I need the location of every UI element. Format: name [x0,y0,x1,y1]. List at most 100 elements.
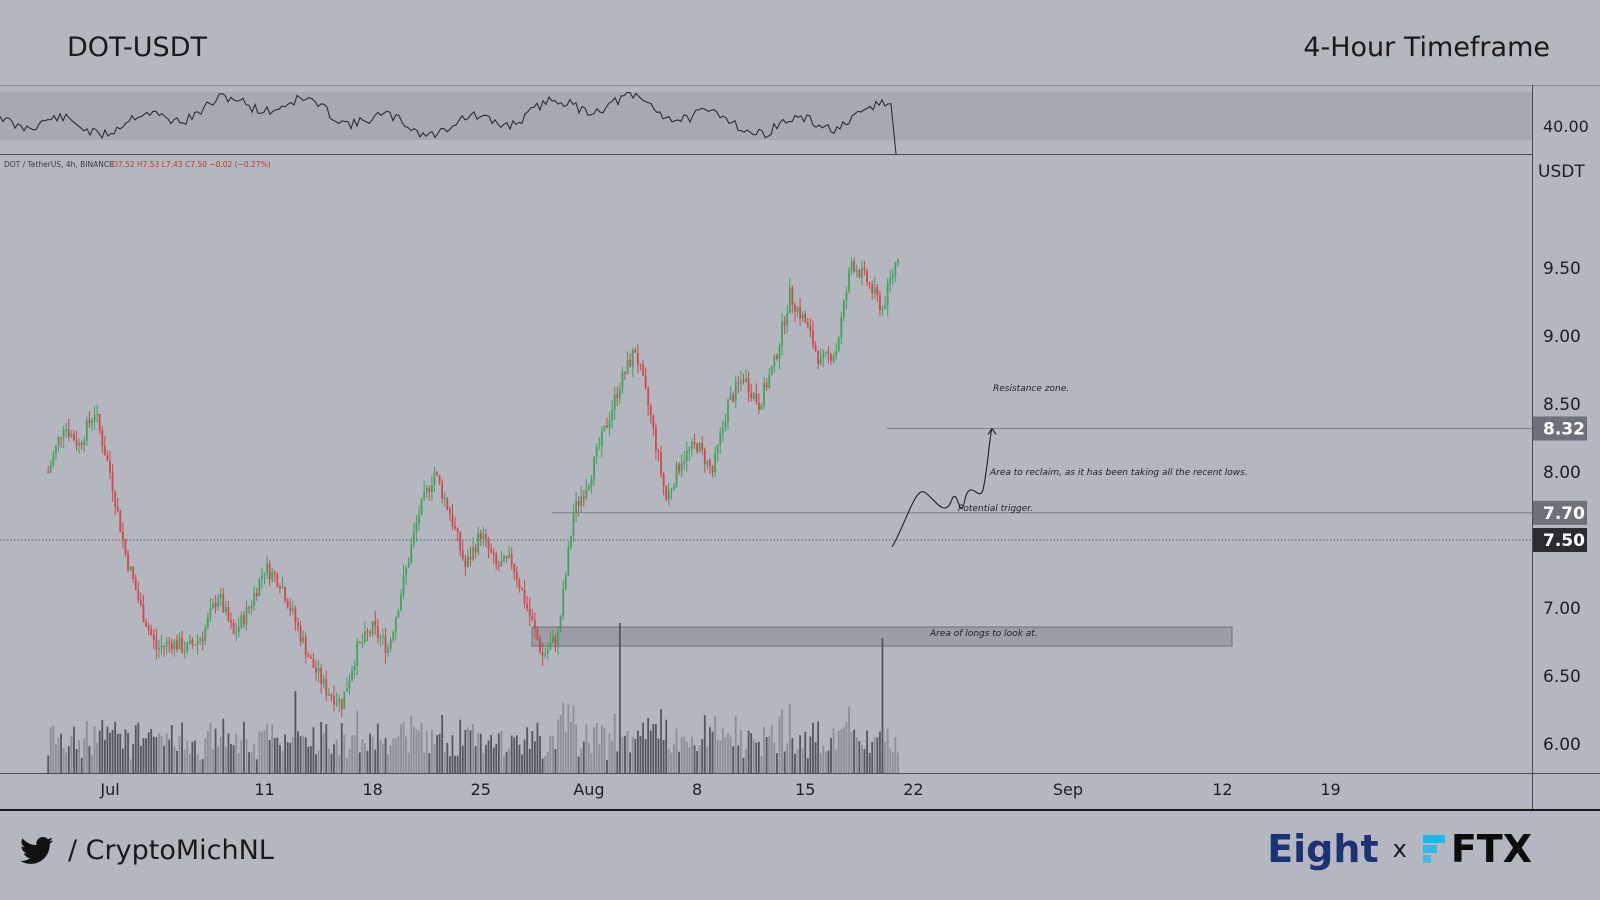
candle-body [353,665,356,671]
volume-bar [526,727,529,773]
volume-bar [750,733,753,773]
price-badges: 8.32 7.70 7.50 [1533,416,1587,552]
candle-body [155,639,158,650]
volume-bar [423,752,426,773]
candle-body [521,588,523,591]
candle-body [848,270,850,292]
twitter-handle[interactable]: / CryptoMichNL [20,835,274,866]
volume-spike [881,638,884,773]
volume-bar [91,755,93,773]
candle-body [879,295,881,311]
candle-body [840,317,843,338]
timeframe-title: 4-Hour Timeframe [1303,32,1550,63]
candle-body [724,422,727,428]
volume-bar [407,752,410,773]
candle-body [778,345,781,360]
y-tick-label: 9.50 [1543,259,1581,279]
volume-bar [873,737,876,773]
handle-text: / CryptoMichNL [68,835,274,866]
volume-bar [745,749,747,773]
volume-bar [196,754,199,773]
volume-bar [459,719,462,773]
ftx-logo: FTX [1450,827,1532,871]
candle-body [279,586,281,589]
candle-body [150,629,153,635]
volume-bar [631,736,634,773]
volume-bar [776,752,778,773]
volume-bar [201,759,204,773]
volume-bar [572,705,575,773]
volume-bar [801,748,804,773]
volume-bar [263,729,266,773]
volume-bar [868,752,871,773]
volume-bar [273,738,276,773]
y-tick-label: 8.00 [1543,463,1581,483]
candle-body [873,287,876,294]
volume-bar [119,733,122,773]
candle-body [163,645,165,647]
volume-bar [804,731,807,773]
candle-body [335,702,338,705]
candle-body [891,274,894,279]
volume-bar [570,721,572,773]
candle-body [224,607,227,612]
volume-bar [330,753,333,773]
volume-bar [127,732,129,773]
volume-bar [536,722,539,773]
candle-body [273,571,276,575]
volume-bar [884,741,886,773]
volume-bar [680,737,683,773]
candle-body [268,563,271,580]
candle-body [392,631,395,640]
price-chart[interactable]: 40.00 DOT / TetherUS, 4h, BINANCE O7.52 … [0,85,1600,811]
x-tick-label: 15 [795,780,815,799]
candle-body [786,313,789,326]
candle-body [258,578,261,596]
candle-body [364,630,366,642]
candle-body [464,559,467,568]
volume-bar [752,739,755,773]
volume-bar [788,703,791,773]
volume-bar [732,746,735,773]
candle-body [286,601,289,608]
volume-bar [103,739,106,773]
volume-bar [371,736,374,773]
candle-body [773,355,776,367]
volume-bar [214,728,217,773]
volume-bar [559,714,562,773]
candle-body [57,437,60,446]
volume-bar [863,749,866,773]
volume-bar [837,730,840,773]
volume-bar [889,748,892,773]
candle-body [206,617,209,628]
candle-body [245,607,248,625]
candle-body [842,300,845,318]
candle-body [196,640,199,645]
candle-body [806,322,809,326]
candle-body [626,359,629,374]
volume-bar [335,739,338,773]
volume-bar [796,749,799,773]
candle-body [467,556,469,568]
candle-body [366,630,369,633]
candle-body [544,653,547,656]
candle-body [528,608,531,617]
candle-body [886,283,889,306]
volume-bar [588,742,590,773]
volume-bar [60,733,62,773]
candle-body [845,291,848,301]
candle-body [824,351,827,354]
volume-bar [606,760,608,773]
candle-body [618,389,621,399]
volume-bar [629,752,632,773]
volume-bar [595,723,598,773]
candle-body [212,603,214,609]
symbol-legend: DOT / TetherUS, 4h, BINANCE [4,160,114,169]
candle-body [817,350,820,365]
candle-body [188,640,191,644]
x-tick-label: 19 [1320,780,1340,799]
candle-body [124,539,127,554]
volume-bar [580,748,583,773]
volume-bar [472,724,474,773]
candle-body [822,353,825,358]
